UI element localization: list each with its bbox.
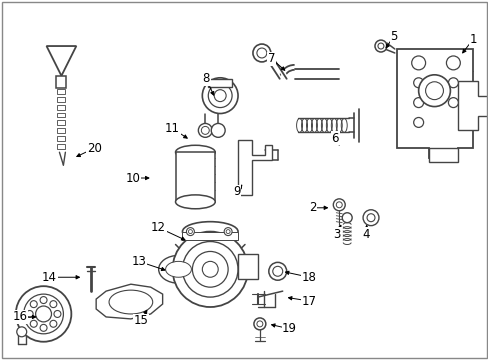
Circle shape: [413, 98, 423, 108]
Text: 11: 11: [165, 122, 180, 135]
Circle shape: [202, 261, 218, 277]
Polygon shape: [57, 136, 65, 141]
Circle shape: [54, 310, 61, 318]
Ellipse shape: [182, 222, 238, 242]
Circle shape: [377, 43, 383, 49]
Bar: [175, 152, 215, 202]
Circle shape: [225, 230, 230, 234]
Circle shape: [40, 297, 47, 303]
Bar: [182, 231, 238, 239]
Circle shape: [24, 294, 63, 334]
Circle shape: [188, 230, 192, 234]
Circle shape: [447, 98, 457, 108]
Text: 17: 17: [302, 294, 316, 307]
Circle shape: [374, 40, 386, 52]
Circle shape: [446, 56, 459, 70]
Circle shape: [198, 123, 212, 137]
Circle shape: [30, 320, 37, 327]
Polygon shape: [457, 81, 487, 130]
Ellipse shape: [165, 261, 191, 277]
Circle shape: [253, 318, 265, 330]
Circle shape: [40, 324, 47, 331]
Bar: [56, 76, 66, 88]
Text: 12: 12: [151, 221, 166, 234]
Circle shape: [211, 123, 224, 137]
Circle shape: [366, 214, 374, 222]
Circle shape: [201, 126, 209, 134]
Polygon shape: [57, 121, 65, 125]
Bar: [238, 255, 257, 279]
Circle shape: [413, 78, 423, 88]
Circle shape: [172, 231, 247, 307]
Circle shape: [30, 301, 37, 307]
Circle shape: [50, 301, 57, 307]
Circle shape: [224, 228, 232, 235]
Polygon shape: [238, 140, 271, 195]
Ellipse shape: [109, 290, 152, 314]
Polygon shape: [57, 144, 65, 149]
Text: 1: 1: [468, 33, 476, 46]
Text: 9: 9: [233, 185, 240, 198]
Circle shape: [214, 90, 225, 102]
Text: 15: 15: [133, 314, 148, 327]
Ellipse shape: [175, 195, 215, 209]
Polygon shape: [57, 129, 65, 133]
Text: 8: 8: [202, 72, 209, 85]
Circle shape: [272, 266, 282, 276]
Circle shape: [362, 210, 378, 226]
Polygon shape: [57, 105, 65, 109]
Circle shape: [342, 213, 351, 223]
Circle shape: [425, 82, 443, 100]
Text: 14: 14: [42, 271, 57, 284]
Polygon shape: [396, 49, 472, 158]
Circle shape: [182, 242, 238, 297]
Bar: [208, 79, 232, 87]
Polygon shape: [46, 46, 76, 76]
Circle shape: [256, 321, 263, 327]
Circle shape: [186, 228, 194, 235]
Text: 10: 10: [125, 171, 140, 185]
Polygon shape: [57, 96, 65, 102]
Circle shape: [192, 251, 228, 287]
Circle shape: [447, 78, 457, 88]
Circle shape: [268, 262, 286, 280]
Circle shape: [411, 56, 425, 70]
Text: 3: 3: [333, 228, 340, 241]
Polygon shape: [427, 148, 457, 162]
Circle shape: [418, 75, 449, 107]
Text: 5: 5: [389, 30, 397, 42]
Text: 19: 19: [282, 322, 297, 336]
Text: 13: 13: [131, 255, 146, 268]
Ellipse shape: [175, 145, 215, 159]
Circle shape: [16, 286, 71, 342]
Text: 6: 6: [331, 132, 338, 145]
Text: 18: 18: [302, 271, 316, 284]
Text: 16: 16: [12, 310, 27, 323]
Circle shape: [202, 78, 238, 113]
Polygon shape: [96, 284, 163, 319]
Circle shape: [413, 117, 423, 127]
Text: 4: 4: [362, 228, 369, 241]
Circle shape: [26, 310, 33, 318]
Circle shape: [336, 202, 342, 208]
Text: 20: 20: [86, 142, 102, 155]
Ellipse shape: [158, 255, 198, 283]
Circle shape: [252, 44, 270, 62]
Polygon shape: [57, 89, 65, 94]
Circle shape: [17, 327, 27, 337]
Text: 7: 7: [267, 53, 275, 66]
Text: 2: 2: [308, 201, 316, 214]
Circle shape: [50, 320, 57, 327]
Circle shape: [36, 306, 51, 322]
Polygon shape: [57, 113, 65, 117]
Circle shape: [333, 199, 345, 211]
Circle shape: [208, 84, 232, 108]
Circle shape: [256, 48, 266, 58]
